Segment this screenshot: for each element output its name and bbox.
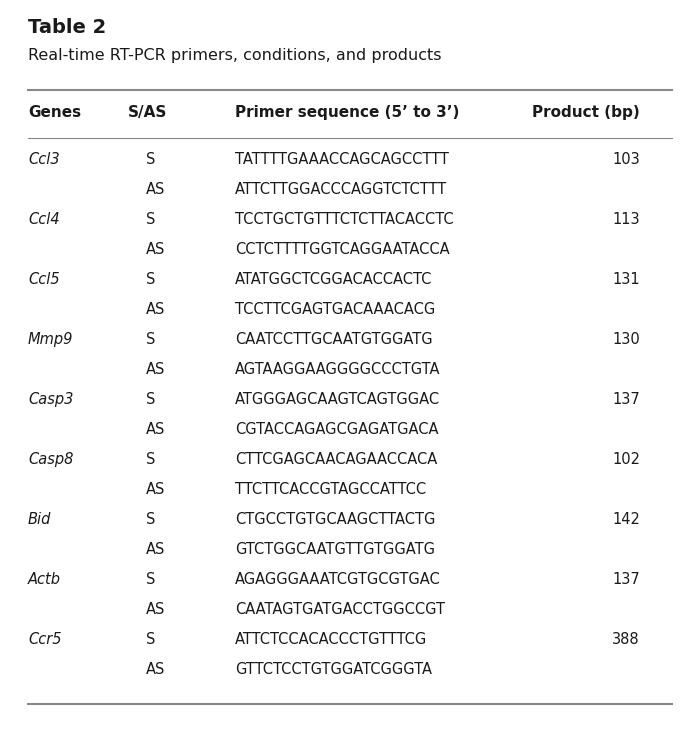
- Text: ATTCTCCACACCCTGTTTCG: ATTCTCCACACCCTGTTTCG: [235, 632, 427, 647]
- Text: Actb: Actb: [28, 572, 61, 587]
- Text: Table 2: Table 2: [28, 18, 106, 37]
- Text: CTGCCTGTGCAAGCTTACTG: CTGCCTGTGCAAGCTTACTG: [235, 512, 435, 527]
- Text: ATTCTTGGACCCAGGTCTCTTT: ATTCTTGGACCCAGGTCTCTTT: [235, 182, 447, 197]
- Text: AS: AS: [146, 302, 165, 317]
- Text: 102: 102: [612, 452, 640, 467]
- Text: ATATGGCTCGGACACCACTC: ATATGGCTCGGACACCACTC: [235, 272, 433, 287]
- Text: AS: AS: [146, 542, 165, 557]
- Text: S: S: [146, 332, 155, 347]
- Text: AGAGGGAAATCGTGCGTGAC: AGAGGGAAATCGTGCGTGAC: [235, 572, 441, 587]
- Text: CGTACCAGAGCGAGATGACA: CGTACCAGAGCGAGATGACA: [235, 422, 438, 437]
- Text: 388: 388: [612, 632, 640, 647]
- Text: 137: 137: [612, 392, 640, 407]
- Text: TCCTGCTGTTTCTCTTACACCTC: TCCTGCTGTTTCTCTTACACCTC: [235, 212, 454, 227]
- Text: AS: AS: [146, 602, 165, 617]
- Text: Real-time RT-PCR primers, conditions, and products: Real-time RT-PCR primers, conditions, an…: [28, 48, 442, 63]
- Text: AS: AS: [146, 362, 165, 377]
- Text: Ccr5: Ccr5: [28, 632, 62, 647]
- Text: Mmp9: Mmp9: [28, 332, 74, 347]
- Text: S: S: [146, 512, 155, 527]
- Text: S/AS: S/AS: [128, 105, 167, 120]
- Text: TCCTTCGAGTGACAAACACG: TCCTTCGAGTGACAAACACG: [235, 302, 435, 317]
- Text: AS: AS: [146, 182, 165, 197]
- Text: Primer sequence (5’ to 3’): Primer sequence (5’ to 3’): [235, 105, 459, 120]
- Text: S: S: [146, 212, 155, 227]
- Text: CAATAGTGATGACCTGGCCGT: CAATAGTGATGACCTGGCCGT: [235, 602, 445, 617]
- Text: S: S: [146, 152, 155, 167]
- Text: 142: 142: [612, 512, 640, 527]
- Text: Bid: Bid: [28, 512, 51, 527]
- Text: Ccl5: Ccl5: [28, 272, 60, 287]
- Text: 130: 130: [612, 332, 640, 347]
- Text: CTTCGAGCAACAGAACCACA: CTTCGAGCAACAGAACCACA: [235, 452, 438, 467]
- Text: 113: 113: [612, 212, 640, 227]
- Text: Ccl4: Ccl4: [28, 212, 60, 227]
- Text: AS: AS: [146, 482, 165, 497]
- Text: TTCTTCACCGTAGCCATTCC: TTCTTCACCGTAGCCATTCC: [235, 482, 426, 497]
- Text: S: S: [146, 632, 155, 647]
- Text: AS: AS: [146, 422, 165, 437]
- Text: Genes: Genes: [28, 105, 81, 120]
- Text: 137: 137: [612, 572, 640, 587]
- Text: CCTCTTTTGGTCAGGAATACCA: CCTCTTTTGGTCAGGAATACCA: [235, 242, 449, 257]
- Text: AS: AS: [146, 242, 165, 257]
- Text: S: S: [146, 392, 155, 407]
- Text: CAATCCTTGCAATGTGGATG: CAATCCTTGCAATGTGGATG: [235, 332, 433, 347]
- Text: 131: 131: [612, 272, 640, 287]
- Text: S: S: [146, 452, 155, 467]
- Text: GTTCTCCTGTGGATCGGGTA: GTTCTCCTGTGGATCGGGTA: [235, 662, 432, 677]
- Text: AGTAAGGAAGGGGCCCTGTA: AGTAAGGAAGGGGCCCTGTA: [235, 362, 440, 377]
- Text: ATGGGAGCAAGTCAGTGGAC: ATGGGAGCAAGTCAGTGGAC: [235, 392, 440, 407]
- Text: S: S: [146, 272, 155, 287]
- Text: TATTTTGAAACCAGCAGCCTTT: TATTTTGAAACCAGCAGCCTTT: [235, 152, 449, 167]
- Text: AS: AS: [146, 662, 165, 677]
- Text: Ccl3: Ccl3: [28, 152, 60, 167]
- Text: GTCTGGCAATGTTGTGGATG: GTCTGGCAATGTTGTGGATG: [235, 542, 435, 557]
- Text: Product (bp): Product (bp): [532, 105, 640, 120]
- Text: Casp8: Casp8: [28, 452, 74, 467]
- Text: 103: 103: [612, 152, 640, 167]
- Text: S: S: [146, 572, 155, 587]
- Text: Casp3: Casp3: [28, 392, 74, 407]
